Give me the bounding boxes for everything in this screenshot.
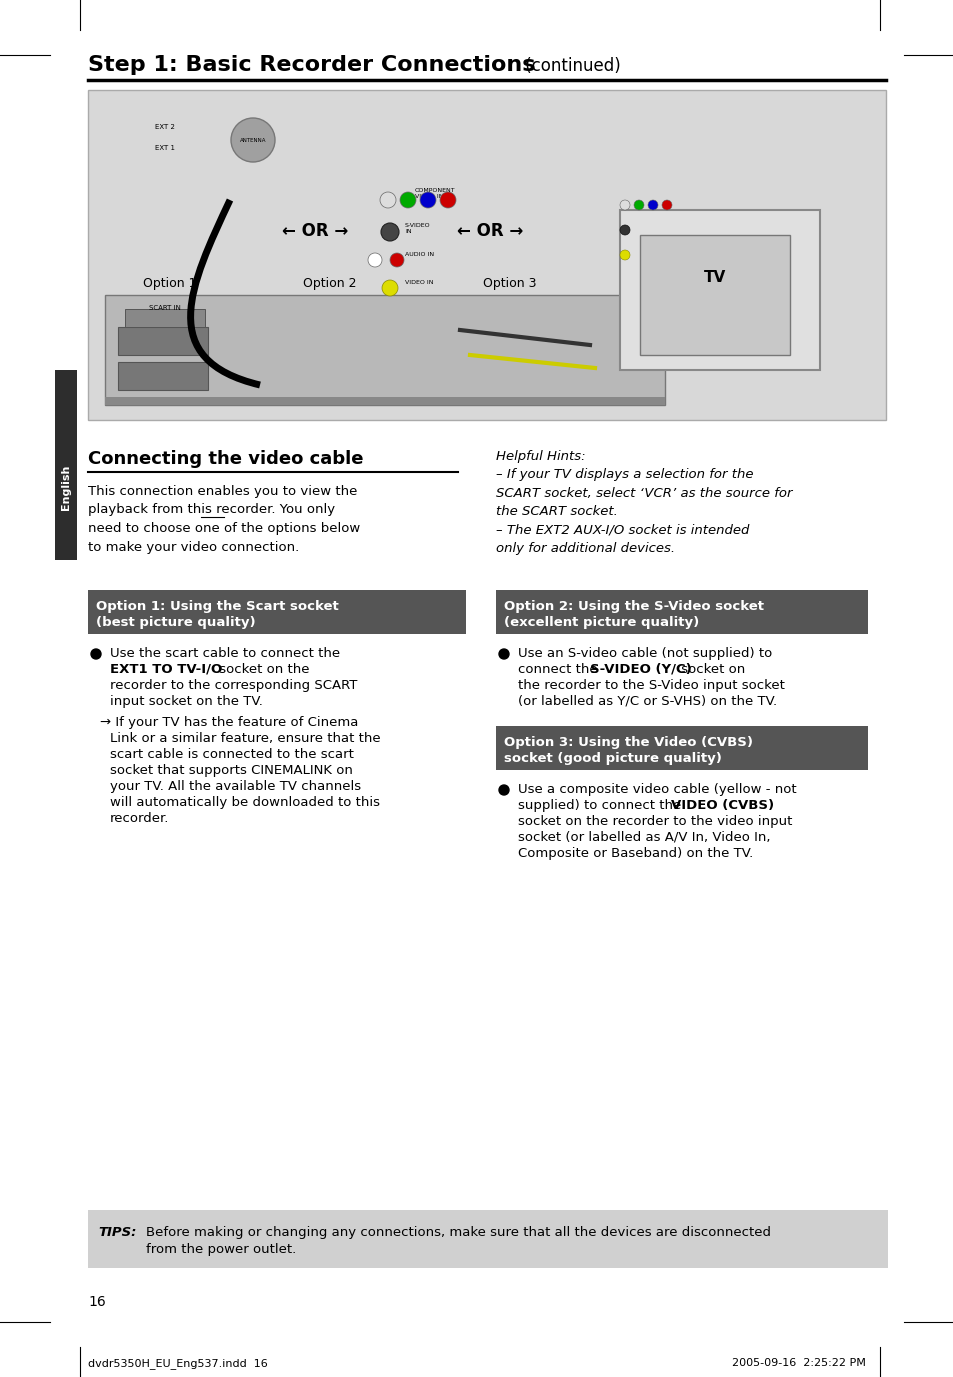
Circle shape <box>91 649 101 660</box>
Text: the recorder to the S-Video input socket: the recorder to the S-Video input socket <box>517 679 784 693</box>
Text: EXT1 TO TV-I/O: EXT1 TO TV-I/O <box>110 662 222 676</box>
Text: ANTENNA: ANTENNA <box>239 138 266 142</box>
Text: → If your TV has the feature of Cinema: → If your TV has the feature of Cinema <box>100 716 358 728</box>
Text: Helpful Hints:: Helpful Hints: <box>496 450 585 463</box>
Text: – If your TV displays a selection for the
SCART socket, select ‘VCR’ as the sour: – If your TV displays a selection for th… <box>496 468 792 555</box>
Circle shape <box>619 251 629 260</box>
Text: (excellent picture quality): (excellent picture quality) <box>503 616 699 629</box>
Text: COMPONENT
VIDEO IN: COMPONENT VIDEO IN <box>415 189 456 200</box>
Bar <box>105 397 664 405</box>
Text: Option 3: Option 3 <box>483 277 537 291</box>
Circle shape <box>380 223 398 241</box>
Text: from the power outlet.: from the power outlet. <box>146 1243 296 1256</box>
Text: recorder to the corresponding SCART: recorder to the corresponding SCART <box>110 679 357 693</box>
Text: Option 1: Using the Scart socket: Option 1: Using the Scart socket <box>96 600 338 613</box>
Text: Use an S-video cable (not supplied) to: Use an S-video cable (not supplied) to <box>517 647 771 660</box>
Text: Option 3: Using the Video (CVBS): Option 3: Using the Video (CVBS) <box>503 735 752 749</box>
Circle shape <box>619 200 629 211</box>
Circle shape <box>619 224 629 235</box>
Bar <box>88 1210 887 1268</box>
Text: SCART IN: SCART IN <box>149 304 181 311</box>
Text: dvdr5350H_EU_Eng537.indd  16: dvdr5350H_EU_Eng537.indd 16 <box>88 1358 268 1369</box>
Text: Option 2: Option 2 <box>303 277 356 291</box>
Bar <box>88 589 465 633</box>
Circle shape <box>498 649 509 660</box>
Circle shape <box>231 118 274 162</box>
Circle shape <box>419 191 436 208</box>
Text: Use a composite video cable (yellow - not: Use a composite video cable (yellow - no… <box>517 784 796 796</box>
Text: socket on the recorder to the video input: socket on the recorder to the video inpu… <box>517 815 792 828</box>
Bar <box>496 726 867 770</box>
Text: recorder.: recorder. <box>110 812 170 825</box>
Circle shape <box>390 253 403 267</box>
Text: English: English <box>61 465 71 511</box>
Text: EXT 2: EXT 2 <box>155 124 174 129</box>
Text: TIPS:: TIPS: <box>98 1226 136 1239</box>
Text: Composite or Baseband) on the TV.: Composite or Baseband) on the TV. <box>517 847 753 861</box>
Circle shape <box>634 200 643 211</box>
Text: 2005-09-16  2:25:22 PM: 2005-09-16 2:25:22 PM <box>731 1358 865 1367</box>
Text: ← OR →: ← OR → <box>281 222 348 240</box>
Text: Step 1: Basic Recorder Connections: Step 1: Basic Recorder Connections <box>88 55 535 74</box>
Text: VIDEO (CVBS): VIDEO (CVBS) <box>670 799 773 812</box>
Text: socket that supports CINEMALINK on: socket that supports CINEMALINK on <box>110 764 353 777</box>
Text: supplied) to connect the: supplied) to connect the <box>517 799 685 812</box>
Circle shape <box>399 191 416 208</box>
Bar <box>125 308 205 326</box>
Text: scart cable is connected to the scart: scart cable is connected to the scart <box>110 748 354 761</box>
Text: EXT 1: EXT 1 <box>154 145 174 151</box>
Text: (continued): (continued) <box>519 56 620 74</box>
Circle shape <box>647 200 658 211</box>
Circle shape <box>439 191 456 208</box>
Text: (best picture quality): (best picture quality) <box>96 616 255 629</box>
Text: 16: 16 <box>88 1294 106 1310</box>
Text: Option 2: Using the S-Video socket: Option 2: Using the S-Video socket <box>503 600 763 613</box>
Text: socket on the: socket on the <box>214 662 309 676</box>
Text: Link or a similar feature, ensure that the: Link or a similar feature, ensure that t… <box>110 733 380 745</box>
Circle shape <box>379 191 395 208</box>
Bar <box>496 589 867 633</box>
Text: Option 1: Option 1 <box>143 277 196 291</box>
Text: This connection enables you to view the
playback from this recorder. You only
ne: This connection enables you to view the … <box>88 485 360 554</box>
Text: (or labelled as Y/C or S-VHS) on the TV.: (or labelled as Y/C or S-VHS) on the TV. <box>517 695 777 708</box>
Bar <box>639 235 789 355</box>
Bar <box>105 295 664 405</box>
Bar <box>88 90 885 420</box>
Text: TV: TV <box>703 270 725 285</box>
Text: will automatically be downloaded to this: will automatically be downloaded to this <box>110 796 379 810</box>
Text: Use the scart cable to connect the: Use the scart cable to connect the <box>110 647 340 660</box>
Text: your TV. All the available TV channels: your TV. All the available TV channels <box>110 779 361 793</box>
Bar <box>118 326 208 355</box>
Text: socket (or labelled as A/V In, Video In,: socket (or labelled as A/V In, Video In, <box>517 830 770 844</box>
Circle shape <box>381 280 397 296</box>
Text: connect the: connect the <box>517 662 601 676</box>
Text: VIDEO IN: VIDEO IN <box>405 280 433 285</box>
Bar <box>118 362 208 390</box>
Text: S-VIDEO (Y/C): S-VIDEO (Y/C) <box>589 662 691 676</box>
Text: AUDIO IN: AUDIO IN <box>405 252 434 257</box>
Text: socket on: socket on <box>677 662 744 676</box>
Text: Before making or changing any connections, make sure that all the devices are di: Before making or changing any connection… <box>146 1226 770 1239</box>
Circle shape <box>498 785 509 795</box>
Text: ← OR →: ← OR → <box>456 222 522 240</box>
Bar <box>619 211 820 370</box>
Text: socket (good picture quality): socket (good picture quality) <box>503 752 721 766</box>
Circle shape <box>368 253 381 267</box>
Circle shape <box>661 200 671 211</box>
Text: S-VIDEO
IN: S-VIDEO IN <box>405 223 430 234</box>
Text: Connecting the video cable: Connecting the video cable <box>88 450 363 468</box>
Text: input socket on the TV.: input socket on the TV. <box>110 695 263 708</box>
Bar <box>55 370 77 560</box>
